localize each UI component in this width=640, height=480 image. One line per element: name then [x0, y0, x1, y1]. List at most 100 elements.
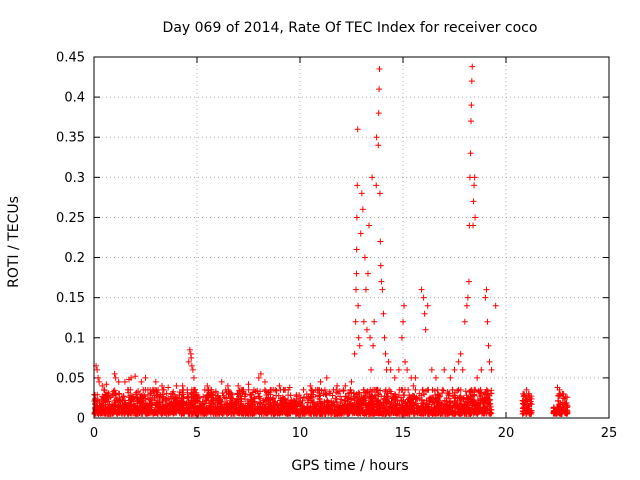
- data-point: [147, 400, 154, 407]
- data-point: [520, 390, 527, 397]
- data-point: [267, 400, 274, 407]
- data-point: [309, 387, 316, 394]
- x-tick-label: 20: [498, 426, 515, 441]
- data-point: [176, 392, 183, 399]
- data-point: [107, 410, 114, 417]
- data-point: [353, 270, 360, 277]
- data-point: [478, 366, 485, 373]
- data-point: [294, 410, 301, 417]
- data-point: [141, 402, 148, 409]
- data-point: [214, 392, 221, 399]
- data-point: [113, 396, 120, 403]
- data-point: [257, 400, 264, 407]
- data-point: [463, 302, 470, 309]
- data-point: [386, 386, 393, 393]
- data-point: [209, 408, 216, 415]
- data-point: [482, 294, 489, 301]
- y-tick-label: 0.3: [64, 171, 85, 186]
- data-point: [475, 399, 482, 406]
- data-point: [163, 390, 170, 397]
- data-point: [351, 350, 358, 357]
- data-point: [125, 406, 132, 413]
- data-point: [429, 399, 436, 406]
- data-point: [337, 393, 344, 400]
- data-point: [342, 398, 349, 405]
- data-point: [323, 374, 330, 381]
- data-point: [353, 286, 360, 293]
- data-point: [334, 382, 341, 389]
- data-point: [316, 398, 323, 405]
- data-point: [351, 405, 358, 412]
- data-point: [188, 354, 195, 361]
- data-point: [190, 394, 197, 401]
- data-point: [147, 407, 154, 414]
- data-point: [435, 392, 442, 399]
- data-point: [102, 391, 109, 398]
- data-point: [111, 389, 118, 396]
- data-point: [472, 386, 479, 393]
- data-point: [188, 390, 195, 397]
- data-point: [527, 400, 534, 407]
- data-point: [385, 358, 392, 365]
- data-point: [410, 382, 417, 389]
- data-point: [220, 404, 227, 411]
- data-point: [245, 404, 252, 411]
- data-point: [418, 404, 425, 411]
- data-point: [171, 395, 178, 402]
- data-point: [149, 386, 156, 393]
- data-point: [400, 398, 407, 405]
- data-point: [210, 404, 217, 411]
- data-point: [225, 405, 232, 412]
- data-point: [234, 390, 241, 397]
- data-point: [222, 407, 229, 414]
- data-point: [440, 387, 447, 394]
- data-point: [205, 407, 212, 414]
- data-point: [121, 378, 128, 385]
- data-point: [435, 410, 442, 417]
- x-axis-label: GPS time / hours: [291, 458, 408, 474]
- data-point: [336, 409, 343, 416]
- data-point: [366, 399, 373, 406]
- data-point: [99, 382, 106, 389]
- data-point: [519, 397, 526, 404]
- data-point: [372, 401, 379, 408]
- data-point: [376, 86, 383, 93]
- data-point: [395, 366, 402, 373]
- data-point: [551, 407, 558, 414]
- data-point: [359, 206, 366, 213]
- data-point: [412, 374, 419, 381]
- data-point: [563, 400, 570, 407]
- data-point: [246, 405, 253, 412]
- data-point: [462, 407, 469, 414]
- data-point: [370, 342, 377, 349]
- data-point: [486, 358, 493, 365]
- data-point: [305, 410, 312, 417]
- data-point: [408, 402, 415, 409]
- data-point: [233, 404, 240, 411]
- data-point: [367, 334, 374, 341]
- data-point: [362, 392, 369, 399]
- data-point: [170, 399, 177, 406]
- data-point: [455, 358, 462, 365]
- y-tick-label: 0.45: [56, 51, 85, 66]
- data-point: [216, 396, 223, 403]
- data-point: [483, 286, 490, 293]
- data-point: [418, 410, 425, 417]
- data-point: [392, 402, 399, 409]
- data-point: [424, 302, 431, 309]
- data-point: [455, 405, 462, 412]
- data-point: [333, 398, 340, 405]
- data-point: [355, 302, 362, 309]
- data-point: [274, 410, 281, 417]
- data-point: [362, 286, 369, 293]
- data-point: [465, 278, 472, 285]
- data-point: [348, 378, 355, 385]
- data-point: [220, 392, 227, 399]
- data-point: [453, 399, 460, 406]
- data-point: [409, 392, 416, 399]
- data-point: [131, 408, 138, 415]
- data-point: [151, 394, 158, 401]
- data-point: [449, 386, 456, 393]
- data-point: [254, 403, 261, 410]
